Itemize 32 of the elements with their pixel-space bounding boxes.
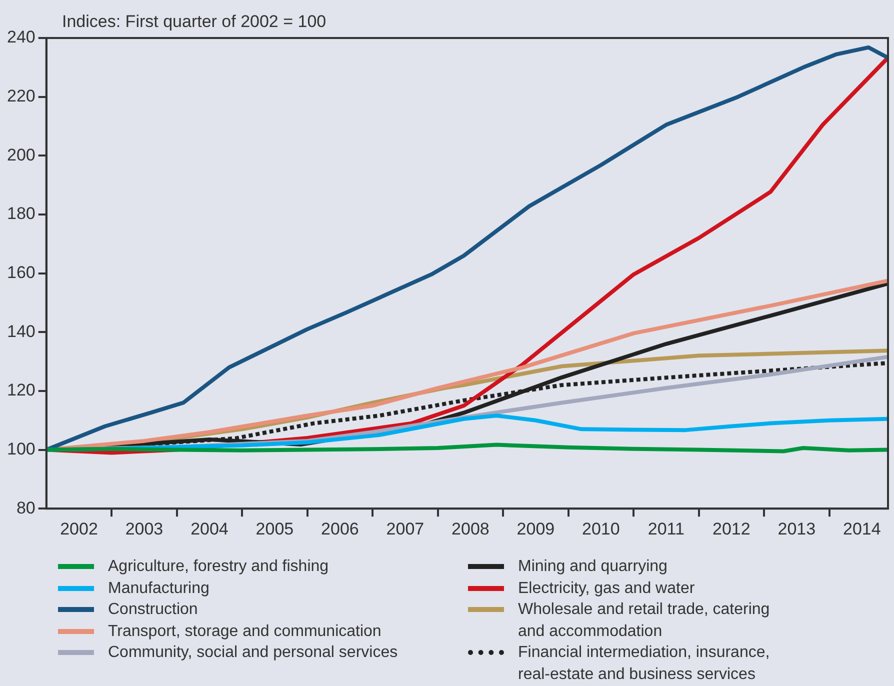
legend-label: Wholesale and retail trade, catering and accommodation	[518, 600, 771, 642]
x-tick-label: 2002	[60, 519, 98, 538]
x-tick-label: 2006	[321, 519, 359, 538]
x-tick-label: 2010	[582, 519, 620, 538]
x-tick-label: 2013	[778, 519, 816, 538]
y-tick-label: 220	[6, 86, 36, 106]
x-tick-label: 2009	[516, 519, 555, 538]
legend-label: Community, social and personal services	[108, 643, 399, 663]
y-tick-label: 160	[6, 262, 36, 282]
x-tick-label: 2007	[386, 519, 424, 538]
legend-label: Financial intermediation, insurance, real-estate and business services	[518, 643, 771, 684]
y-axis-title: Indices: First quarter of 2002 = 100	[62, 12, 326, 32]
legend-label: Agriculture, forestry and fishing	[108, 557, 330, 577]
x-tick-label: 2004	[190, 519, 228, 538]
legend-label: Construction	[108, 600, 199, 620]
y-tick-label: 200	[6, 145, 36, 164]
y-tick-label: 120	[6, 380, 36, 400]
y-tick-label: 240	[6, 28, 36, 47]
x-tick-label: 2012	[712, 519, 750, 538]
x-tick-label: 2003	[125, 519, 164, 538]
y-tick-label: 100	[6, 439, 36, 458]
legend-label: Transport, storage and communication	[108, 622, 382, 642]
x-tick-label: 2008	[452, 519, 490, 538]
x-tick-label: 2011	[648, 519, 684, 538]
x-tick-label: 2005	[256, 519, 294, 538]
legend-label: Mining and quarrying	[518, 557, 668, 577]
y-tick-label: 80	[16, 498, 36, 518]
legend-label: Manufacturing	[108, 578, 210, 598]
x-tick-label: 2014	[842, 519, 881, 538]
legend-label: Electricity, gas and water	[518, 578, 696, 598]
y-tick-label: 140	[6, 322, 36, 341]
y-tick-label: 180	[6, 204, 36, 224]
